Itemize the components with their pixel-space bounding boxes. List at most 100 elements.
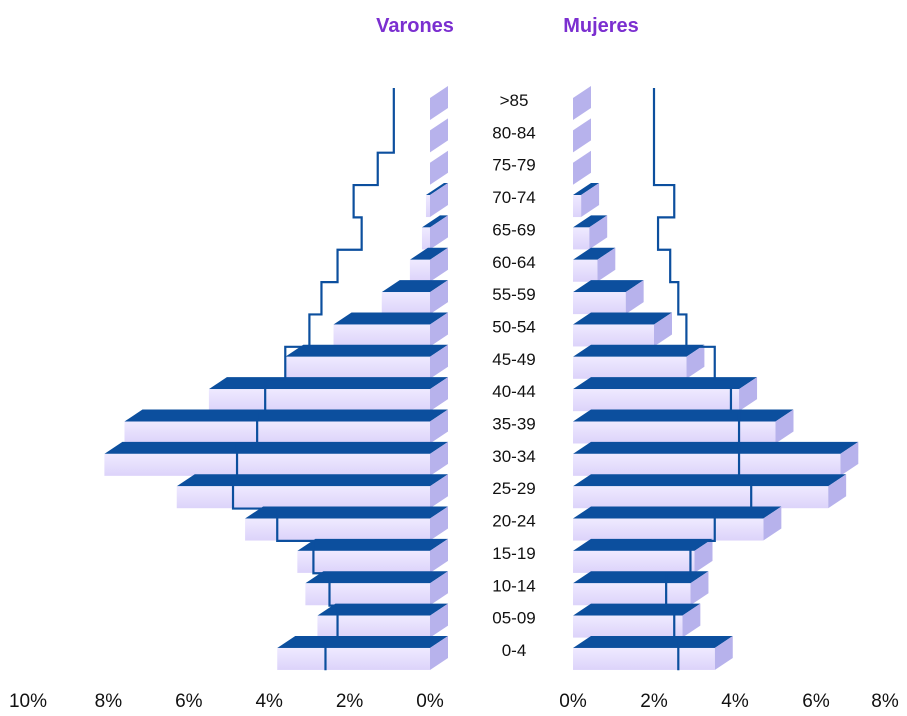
bar-front-face (421, 227, 430, 250)
bar-mujeres-75-79 (573, 150, 591, 185)
bar-mujeres-10-14 (573, 571, 709, 606)
tick-label-right: 0% (559, 691, 587, 712)
bar-top-face (317, 603, 448, 616)
bar-mujeres-30-34 (573, 441, 859, 476)
tick-label-left: 2% (336, 691, 364, 712)
bar-front-face (573, 389, 740, 412)
age-label: 45-49 (492, 350, 535, 369)
bar-side-face (430, 118, 448, 153)
age-label: 50-54 (492, 317, 535, 336)
age-label: 35-39 (492, 415, 535, 434)
bar-varones-70-74 (425, 183, 448, 218)
bar-side-face (430, 377, 448, 412)
bar-front-face (104, 453, 430, 476)
bar-front-face (317, 615, 430, 638)
bar-top-face (573, 183, 600, 196)
bar-top-face (285, 344, 448, 357)
bar-side-face (694, 538, 713, 573)
age-label: 70-74 (492, 188, 535, 207)
bar-top-face (573, 635, 733, 648)
bar-top-face (573, 409, 794, 422)
bar-varones-75-79 (430, 150, 448, 185)
bar-front-face (573, 518, 764, 541)
bar-mujeres-50-54 (573, 312, 672, 347)
age-label: 15-19 (492, 544, 535, 563)
bar-side-face (430, 409, 448, 444)
tick-label-left: 4% (255, 691, 283, 712)
bar-top-face (124, 409, 448, 422)
bar-front-face (573, 453, 841, 476)
bar-varones-10-14 (305, 571, 448, 606)
bar-mujeres-20-24 (573, 506, 782, 541)
bar-side-face (430, 183, 448, 218)
tick-label-left: 8% (95, 691, 123, 712)
bar-front-face (124, 421, 430, 444)
varones-bars (104, 86, 449, 670)
bar-top-face (245, 506, 448, 519)
bar-side-face (828, 474, 847, 509)
bar-varones-05-09 (317, 603, 448, 638)
bar-top-face (573, 474, 847, 487)
bar-top-face (425, 183, 448, 196)
bar-side-face (573, 86, 591, 120)
bar-side-face (430, 538, 448, 573)
bar-mujeres-70-74 (573, 183, 600, 218)
bar-front-face (285, 356, 430, 379)
bar-top-face (277, 635, 448, 648)
bar-top-face (421, 215, 448, 228)
bar-front-face (176, 486, 430, 509)
age-label: 60-64 (492, 253, 535, 272)
bar-top-face (573, 247, 616, 260)
bar-top-face (573, 312, 672, 325)
tick-label-right: 4% (721, 691, 749, 712)
bar-top-face (208, 377, 448, 390)
bar-varones-15-19 (297, 538, 448, 573)
bar-varones-40-44 (208, 377, 448, 412)
bar-side-face (430, 635, 448, 670)
age-label: 40-44 (492, 382, 535, 401)
bar-side-face (430, 280, 448, 315)
bar-side-face (654, 312, 672, 347)
bar-mujeres-0-4 (573, 635, 733, 670)
series-title-varones: Varones (376, 15, 454, 37)
bar-side-face (840, 441, 859, 476)
bar-side-face (430, 603, 448, 638)
bar-top-face (333, 312, 448, 325)
age-group-labels: >85 80-84 75-79 70-74 65-69 60-64 55-59 50-54 45… (492, 91, 535, 660)
bar-top-face (573, 441, 859, 454)
tick-label-right: 8% (871, 691, 899, 712)
bar-top-face (573, 344, 705, 357)
bar-side-face (430, 215, 448, 250)
age-label: 25-29 (492, 479, 535, 498)
bar-varones-65-69 (421, 215, 448, 250)
bar-top-face (573, 377, 758, 390)
bar-front-face (573, 195, 582, 218)
bar-front-face (208, 389, 430, 412)
reference-outlines (231, 88, 753, 671)
bar-side-face (430, 86, 448, 120)
age-label: 80-84 (492, 123, 535, 142)
age-label: >85 (500, 91, 529, 110)
bar-mujeres->85 (573, 86, 591, 120)
bar-mujeres-05-09 (573, 603, 701, 638)
bar-mujeres-35-39 (573, 409, 794, 444)
bar-front-face (573, 486, 829, 509)
bar-mujeres-65-69 (573, 215, 608, 250)
bar-top-face (305, 571, 448, 584)
bar-side-face (690, 571, 709, 606)
bar-varones-0-4 (277, 635, 448, 670)
bar-front-face (305, 583, 430, 606)
bar-mujeres-45-49 (573, 344, 705, 379)
bar-varones-45-49 (285, 344, 448, 379)
bar-top-face (297, 538, 448, 551)
bar-side-face (682, 603, 701, 638)
bar-side-face (763, 506, 782, 541)
bar-mujeres-25-29 (573, 474, 847, 509)
series-title-mujeres: Mujeres (563, 15, 639, 37)
tick-label-left: 10% (9, 691, 47, 712)
bar-top-face (573, 603, 701, 616)
age-label: 05-09 (492, 609, 535, 628)
age-label: 0-4 (502, 641, 527, 660)
bar-side-face (430, 150, 448, 185)
